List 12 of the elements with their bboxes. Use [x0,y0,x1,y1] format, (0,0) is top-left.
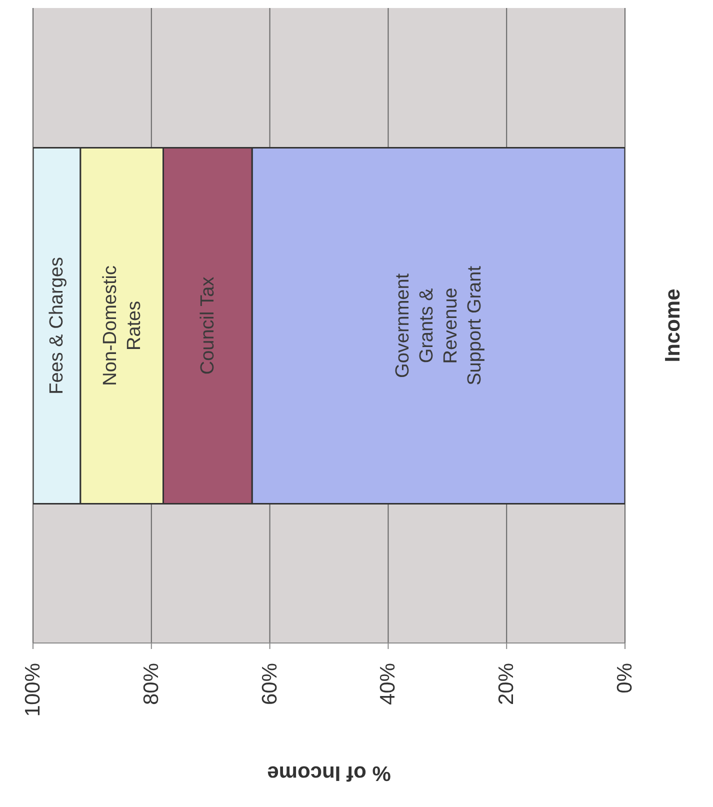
x-tick-label: 40% [376,663,400,706]
series-label: Government Grants & Revenue Support Grant [392,265,486,386]
x-tick-label: 100% [22,663,44,717]
x-tick-label: 60% [258,663,282,706]
series-label: Fees & Charges [46,257,68,394]
y-tick-label: Income [662,288,684,362]
x-tick-label: 0% [614,663,636,694]
x-axis-title: % of Income [267,762,391,784]
series-label: Non-Domestic Rates [99,266,144,386]
x-tick-label: 20% [495,663,518,706]
x-tick-label: 80% [140,663,163,706]
series-label: Council Tax [197,276,218,375]
